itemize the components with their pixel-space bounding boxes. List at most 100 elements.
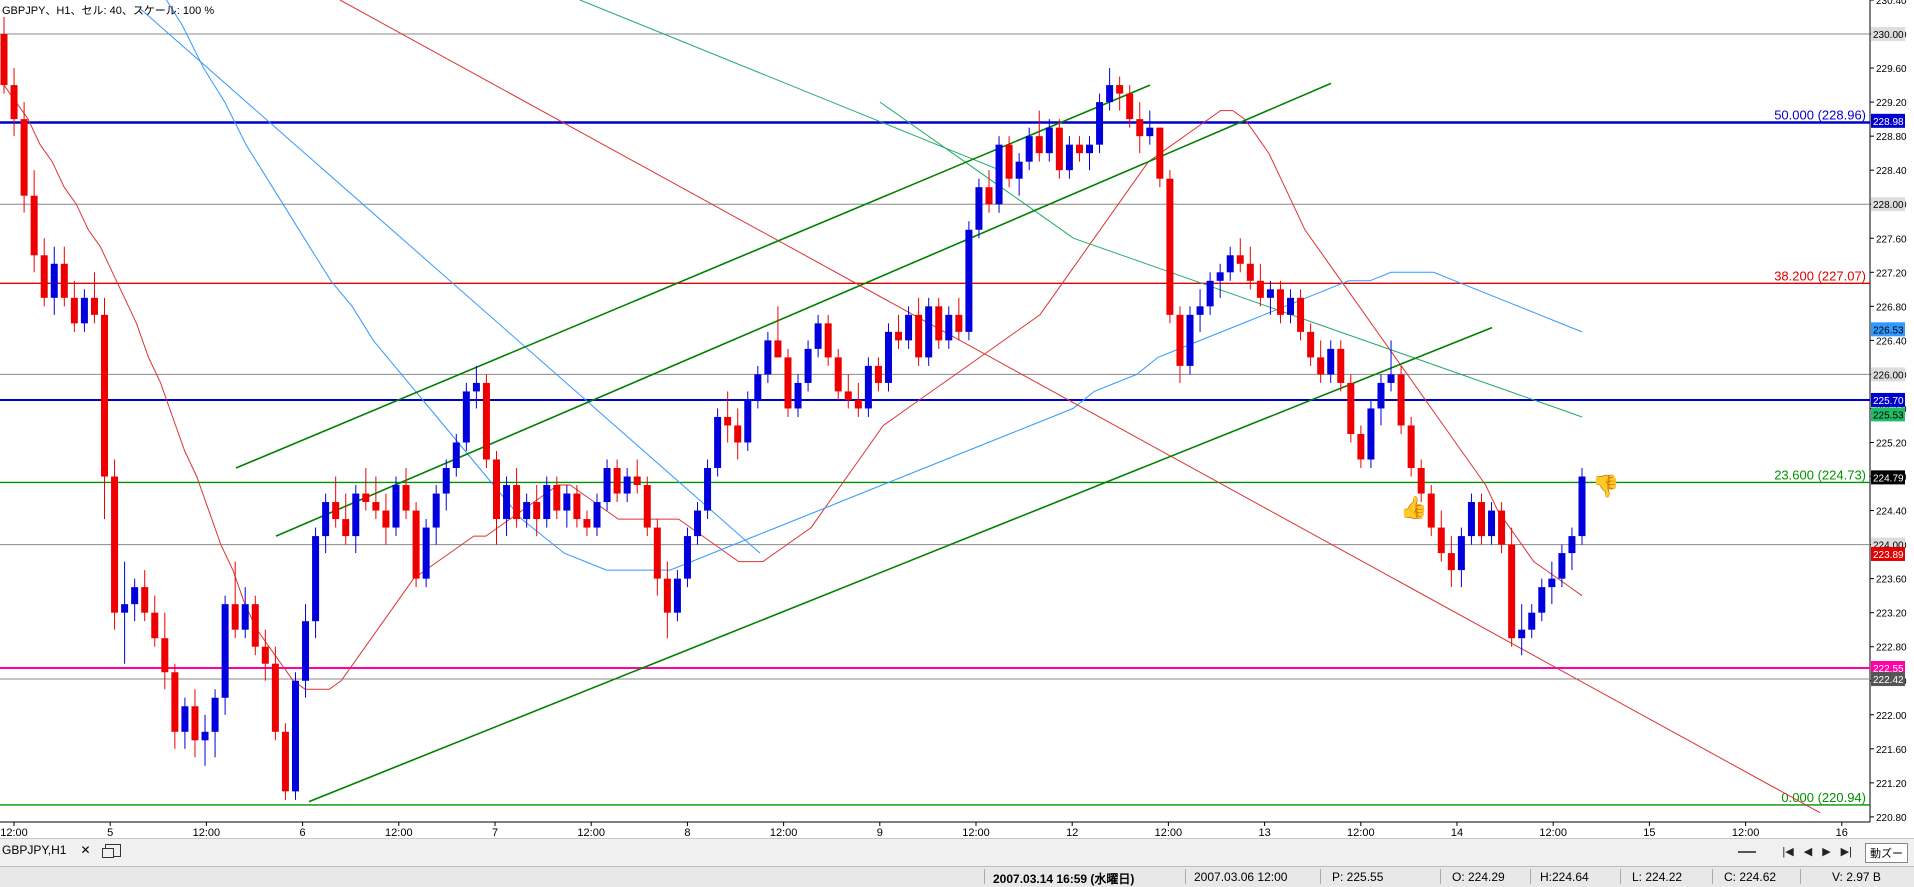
candle-body <box>1377 382 1385 409</box>
candle-body <box>312 536 320 622</box>
price-tag <box>1871 113 1905 128</box>
candle-body <box>1276 289 1284 315</box>
candle-body <box>171 672 179 732</box>
first-icon[interactable]: |◀ <box>1782 846 1794 858</box>
last-icon[interactable]: ▶| <box>1840 846 1852 858</box>
x-tick-label: 16 <box>1836 827 1848 838</box>
candle-body <box>965 229 973 332</box>
x-tick-label: 12:00 <box>1347 827 1375 838</box>
candle-body <box>995 144 1003 205</box>
y-tick-label: 220.80 <box>1876 813 1907 824</box>
chart-area[interactable]: 230.40 230.00 229.60 229.20 228.80 228.40 228.… <box>0 0 1914 838</box>
y-tick-label: 226.80 <box>1876 302 1907 313</box>
candle-body <box>20 119 28 196</box>
candle-body <box>281 731 289 792</box>
price-tag-label: 228.98 <box>1873 117 1904 128</box>
y-tick-label: 227.60 <box>1876 234 1907 245</box>
candle-body <box>683 536 691 579</box>
candle-body <box>663 578 671 613</box>
chart-tab[interactable]: GBPJPY,H1 ✕ <box>2 843 121 858</box>
candle-body <box>372 502 380 511</box>
zoom-button[interactable]: 動ズー <box>1865 843 1908 863</box>
candle-body <box>141 587 149 613</box>
candle-body <box>1477 502 1485 537</box>
candle-body <box>251 604 259 647</box>
x-tick-label: 5 <box>107 827 113 838</box>
x-tick-label: 12:00 <box>193 827 221 838</box>
thumbs-up-icon: 👍 <box>1400 495 1427 521</box>
chart-info: GBPJPY、H1、セル: 40、スケール: 100 % <box>2 5 215 17</box>
candle-body <box>382 510 390 528</box>
ma-blue-line <box>165 0 1583 571</box>
next-icon[interactable]: ▶ <box>1822 846 1831 858</box>
candle-body <box>784 357 792 409</box>
candle-body <box>1106 85 1114 103</box>
candle-body <box>1025 136 1033 162</box>
price-tag <box>1871 197 1905 212</box>
candle-body <box>1357 433 1365 460</box>
candle-body <box>422 527 430 579</box>
x-tick-label: 12:00 <box>962 827 990 838</box>
status-close: C: 224.62 <box>1724 870 1777 884</box>
candle-body <box>1317 357 1325 375</box>
status-price: P: 225.55 <box>1332 870 1384 884</box>
candle-body <box>1096 102 1104 145</box>
channel-upper-line <box>235 84 1151 469</box>
status-high: H:224.64 <box>1540 870 1589 884</box>
price-tag-label: 225.70 <box>1873 396 1904 407</box>
x-tick-label: 13 <box>1258 827 1270 838</box>
candle-body <box>1065 144 1073 171</box>
prev-icon[interactable]: ◀ <box>1803 846 1813 858</box>
candle-body <box>1437 527 1445 554</box>
y-tick-label: 221.60 <box>1876 745 1907 756</box>
candle-body <box>1005 144 1013 179</box>
candle-body <box>1528 612 1536 630</box>
ma-red-line <box>3 84 1583 690</box>
candle-body <box>583 519 591 528</box>
candle-body <box>905 314 913 341</box>
y-tick-label: 222.00 <box>1876 711 1907 722</box>
candle-body <box>1196 306 1204 315</box>
candle-body <box>402 485 410 511</box>
candle-body <box>121 604 129 613</box>
candle-body <box>673 578 681 613</box>
candle-body <box>925 306 933 358</box>
candle-body <box>332 502 340 520</box>
close-icon[interactable]: ✕ <box>80 843 91 857</box>
candle-body <box>432 493 440 528</box>
price-tag <box>1871 367 1905 382</box>
candle-body <box>1548 578 1556 588</box>
y-tick-label: 228.40 <box>1876 166 1907 177</box>
price-tag-label: 224.79 <box>1873 473 1904 484</box>
candle-body <box>1397 374 1405 426</box>
x-tick-label: 12:00 <box>1155 827 1183 838</box>
candle-body <box>131 587 139 605</box>
minimize-icon[interactable] <box>1738 850 1757 853</box>
price-chart[interactable]: 230.40 230.00 229.60 229.20 228.80 228.40 228.… <box>0 0 1914 838</box>
price-tag <box>1871 546 1905 561</box>
x-tick-label: 12:00 <box>385 827 413 838</box>
candle-body <box>643 485 651 528</box>
candle-body <box>543 485 551 520</box>
candle-body <box>1226 255 1234 273</box>
trend-line-blue <box>139 8 761 554</box>
candle-body <box>1307 331 1315 358</box>
price-tag <box>1871 672 1905 687</box>
x-tick-label: 8 <box>684 827 690 838</box>
candle-body <box>1045 127 1053 154</box>
candle-body <box>1015 161 1023 179</box>
candle-body <box>864 365 872 409</box>
candle-body <box>101 314 109 477</box>
channel-middle-line <box>275 82 1332 537</box>
candle-body <box>90 297 98 315</box>
candle-body <box>111 476 119 613</box>
status-open: O: 224.29 <box>1452 870 1505 884</box>
candle-body <box>1427 493 1435 528</box>
candle-body <box>1467 502 1475 537</box>
window-icon[interactable] <box>101 843 121 858</box>
x-tick-label: 14 <box>1451 827 1463 838</box>
candle-body <box>824 323 832 358</box>
candle-body <box>1266 289 1274 298</box>
candle-body <box>50 263 58 298</box>
status-bar: 2007.03.14 16:59 (水曜日) 2007.03.06 12:00 … <box>0 866 1914 887</box>
